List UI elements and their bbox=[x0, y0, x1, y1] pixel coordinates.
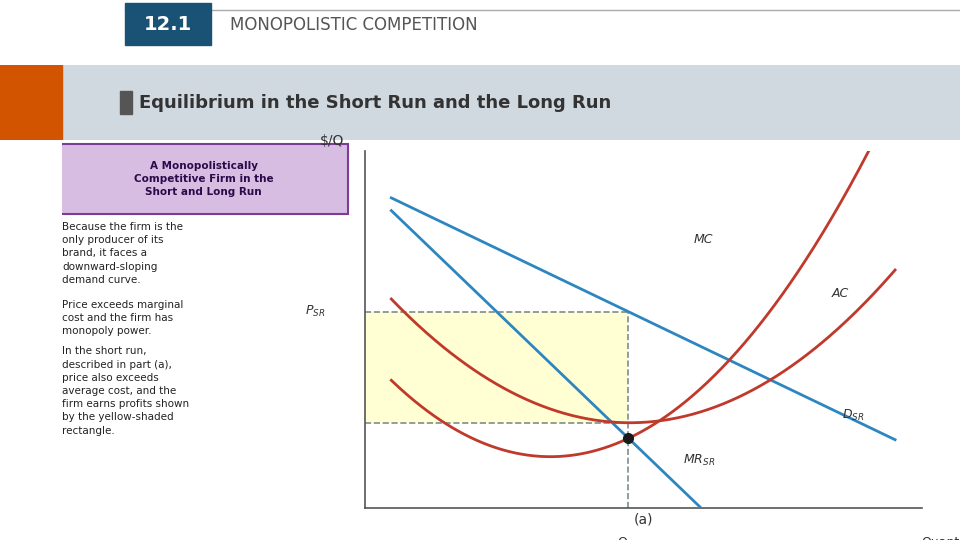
Text: $D_{SR}$: $D_{SR}$ bbox=[842, 408, 865, 423]
Text: (a): (a) bbox=[634, 512, 653, 526]
Text: Quantity: Quantity bbox=[922, 536, 960, 540]
Bar bbox=[125, 3, 211, 45]
Text: Equilibrium in the Short Run and the Long Run: Equilibrium in the Short Run and the Lon… bbox=[139, 93, 612, 112]
Bar bbox=[0, 65, 62, 140]
FancyBboxPatch shape bbox=[60, 144, 348, 214]
Text: MC: MC bbox=[693, 233, 713, 246]
Text: Because the firm is the
only producer of its
brand, it faces a
downward-sloping
: Because the firm is the only producer of… bbox=[62, 222, 183, 285]
Text: Q$_{SR}$: Q$_{SR}$ bbox=[617, 536, 640, 540]
Bar bbox=[365, 312, 629, 423]
Text: MONOPOLISTIC COMPETITION: MONOPOLISTIC COMPETITION bbox=[230, 16, 478, 33]
Text: In the short run,
described in part (a),
price also exceeds
average cost, and th: In the short run, described in part (a),… bbox=[62, 347, 189, 436]
Bar bbox=[120, 91, 132, 114]
Text: $MR_{SR}$: $MR_{SR}$ bbox=[683, 453, 715, 468]
Text: $P_{SR}$: $P_{SR}$ bbox=[305, 304, 325, 319]
Text: A Monopolistically
Competitive Firm in the
Short and Long Run: A Monopolistically Competitive Firm in t… bbox=[134, 161, 274, 198]
Text: 12.1: 12.1 bbox=[144, 15, 192, 34]
Text: $/Q: $/Q bbox=[321, 133, 345, 147]
Text: Price exceeds marginal
cost and the firm has
monopoly power.: Price exceeds marginal cost and the firm… bbox=[62, 300, 183, 336]
Text: AC: AC bbox=[831, 287, 849, 300]
